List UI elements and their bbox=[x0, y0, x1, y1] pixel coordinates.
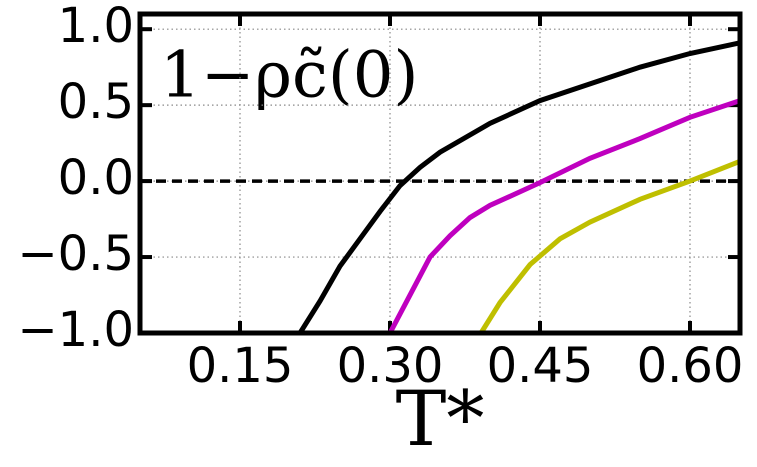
annotation: 1−ρc̃(0) bbox=[160, 39, 418, 113]
x-axis-label: T* bbox=[396, 374, 485, 463]
line-series bbox=[478, 159, 741, 335]
y-tick-label: −0.5 bbox=[17, 226, 134, 282]
plot-frame bbox=[137, 11, 743, 336]
x-tick-label: 0.15 bbox=[187, 338, 294, 394]
y-tick-label: −1.0 bbox=[17, 302, 134, 358]
x-tick-label: 0.45 bbox=[487, 338, 594, 394]
y-tick-label: 0.0 bbox=[58, 150, 134, 206]
line-series bbox=[387, 98, 741, 335]
line-series bbox=[297, 40, 741, 335]
y-tick-label: 0.5 bbox=[58, 74, 134, 130]
x-tick-label: 0.60 bbox=[637, 338, 744, 394]
y-tick-label: 1.0 bbox=[58, 0, 134, 54]
x-tick-label: 0.30 bbox=[337, 338, 444, 394]
